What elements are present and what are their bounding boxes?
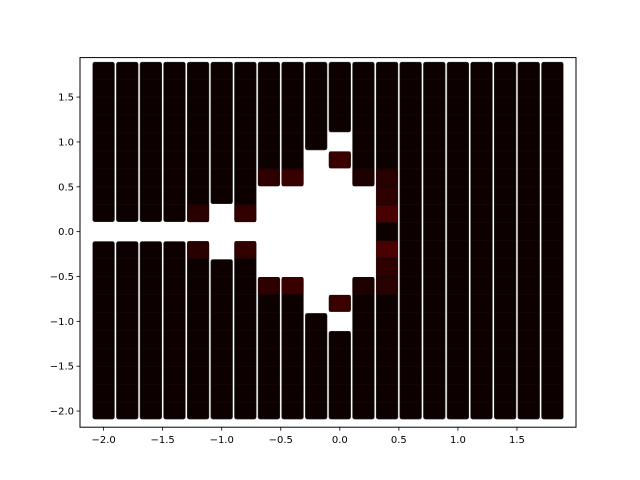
highlight-cell-11 bbox=[376, 187, 398, 205]
highlight-cell-9 bbox=[329, 294, 351, 312]
y-tick-label-5: −1.0 bbox=[50, 317, 74, 328]
y-tick-label-3: 0.0 bbox=[58, 227, 74, 238]
cell-column-10-segment-0 bbox=[328, 331, 351, 420]
y-axis: 1.5 1.0 0.5 0.0 −0.5 −1.0 −1.5 −2.0 bbox=[50, 93, 80, 418]
y-tick-label-6: −1.5 bbox=[50, 362, 74, 373]
highlight-cell-12 bbox=[376, 205, 398, 223]
highlight-cell-4 bbox=[258, 169, 280, 187]
x-tick-label-6: 1.0 bbox=[450, 435, 466, 446]
x-tick-label-5: 0.5 bbox=[391, 435, 407, 446]
cell-layer bbox=[92, 61, 564, 420]
x-tick-label-7: 1.5 bbox=[509, 435, 525, 446]
cell-column-7-segment-1 bbox=[257, 61, 281, 187]
highlight-cell-15 bbox=[376, 276, 398, 294]
cell-column-6-segment-1 bbox=[234, 61, 257, 222]
highlight-cell-10 bbox=[376, 169, 398, 187]
cell-column-1-segment-1 bbox=[116, 61, 139, 222]
cell-column-9-segment-1 bbox=[305, 61, 328, 151]
highlight-cell-14 bbox=[376, 259, 398, 276]
cell-column-5-segment-0 bbox=[210, 259, 233, 420]
highlight-cell-17 bbox=[352, 276, 375, 294]
axes-frame bbox=[79, 57, 577, 428]
cell-column-11-segment-1 bbox=[352, 61, 375, 187]
highlight-cell-8 bbox=[329, 151, 351, 169]
cell-column-3-segment-1 bbox=[163, 61, 186, 222]
x-axis: −2.0 −1.5 −1.0 −0.5 0.0 0.5 1.0 1.5 bbox=[91, 427, 525, 446]
highlight-cell-16 bbox=[352, 169, 375, 187]
cell-column-8-segment-1 bbox=[281, 61, 304, 187]
highlight-cell-2 bbox=[234, 205, 257, 223]
cell-column-0-segment-1 bbox=[92, 61, 115, 222]
y-tick-label-1: 1.0 bbox=[58, 137, 74, 148]
y-tick-label-2: 0.5 bbox=[58, 182, 74, 193]
x-tick-label-0: −2.0 bbox=[91, 435, 115, 446]
y-tick-label-4: −0.5 bbox=[50, 272, 74, 283]
highlight-cell-3 bbox=[234, 241, 257, 259]
highlight-cell-7 bbox=[281, 276, 304, 294]
y-tick-label-0: 1.5 bbox=[58, 93, 74, 104]
highlight-cell-5 bbox=[258, 276, 280, 294]
cell-column-4-segment-1 bbox=[186, 61, 210, 222]
highlight-cell-1 bbox=[187, 241, 209, 259]
x-tick-label-3: −0.5 bbox=[269, 435, 293, 446]
x-tick-label-2: −1.0 bbox=[210, 435, 234, 446]
highlight-cell-13 bbox=[376, 241, 398, 259]
x-tick-label-1: −1.5 bbox=[151, 435, 175, 446]
highlight-cell-6 bbox=[281, 169, 304, 187]
highlight-cell-0 bbox=[187, 205, 209, 223]
cell-column-2-segment-1 bbox=[139, 61, 162, 222]
x-tick-label-4: 0.0 bbox=[332, 435, 348, 446]
y-tick-label-7: −2.0 bbox=[50, 407, 74, 418]
